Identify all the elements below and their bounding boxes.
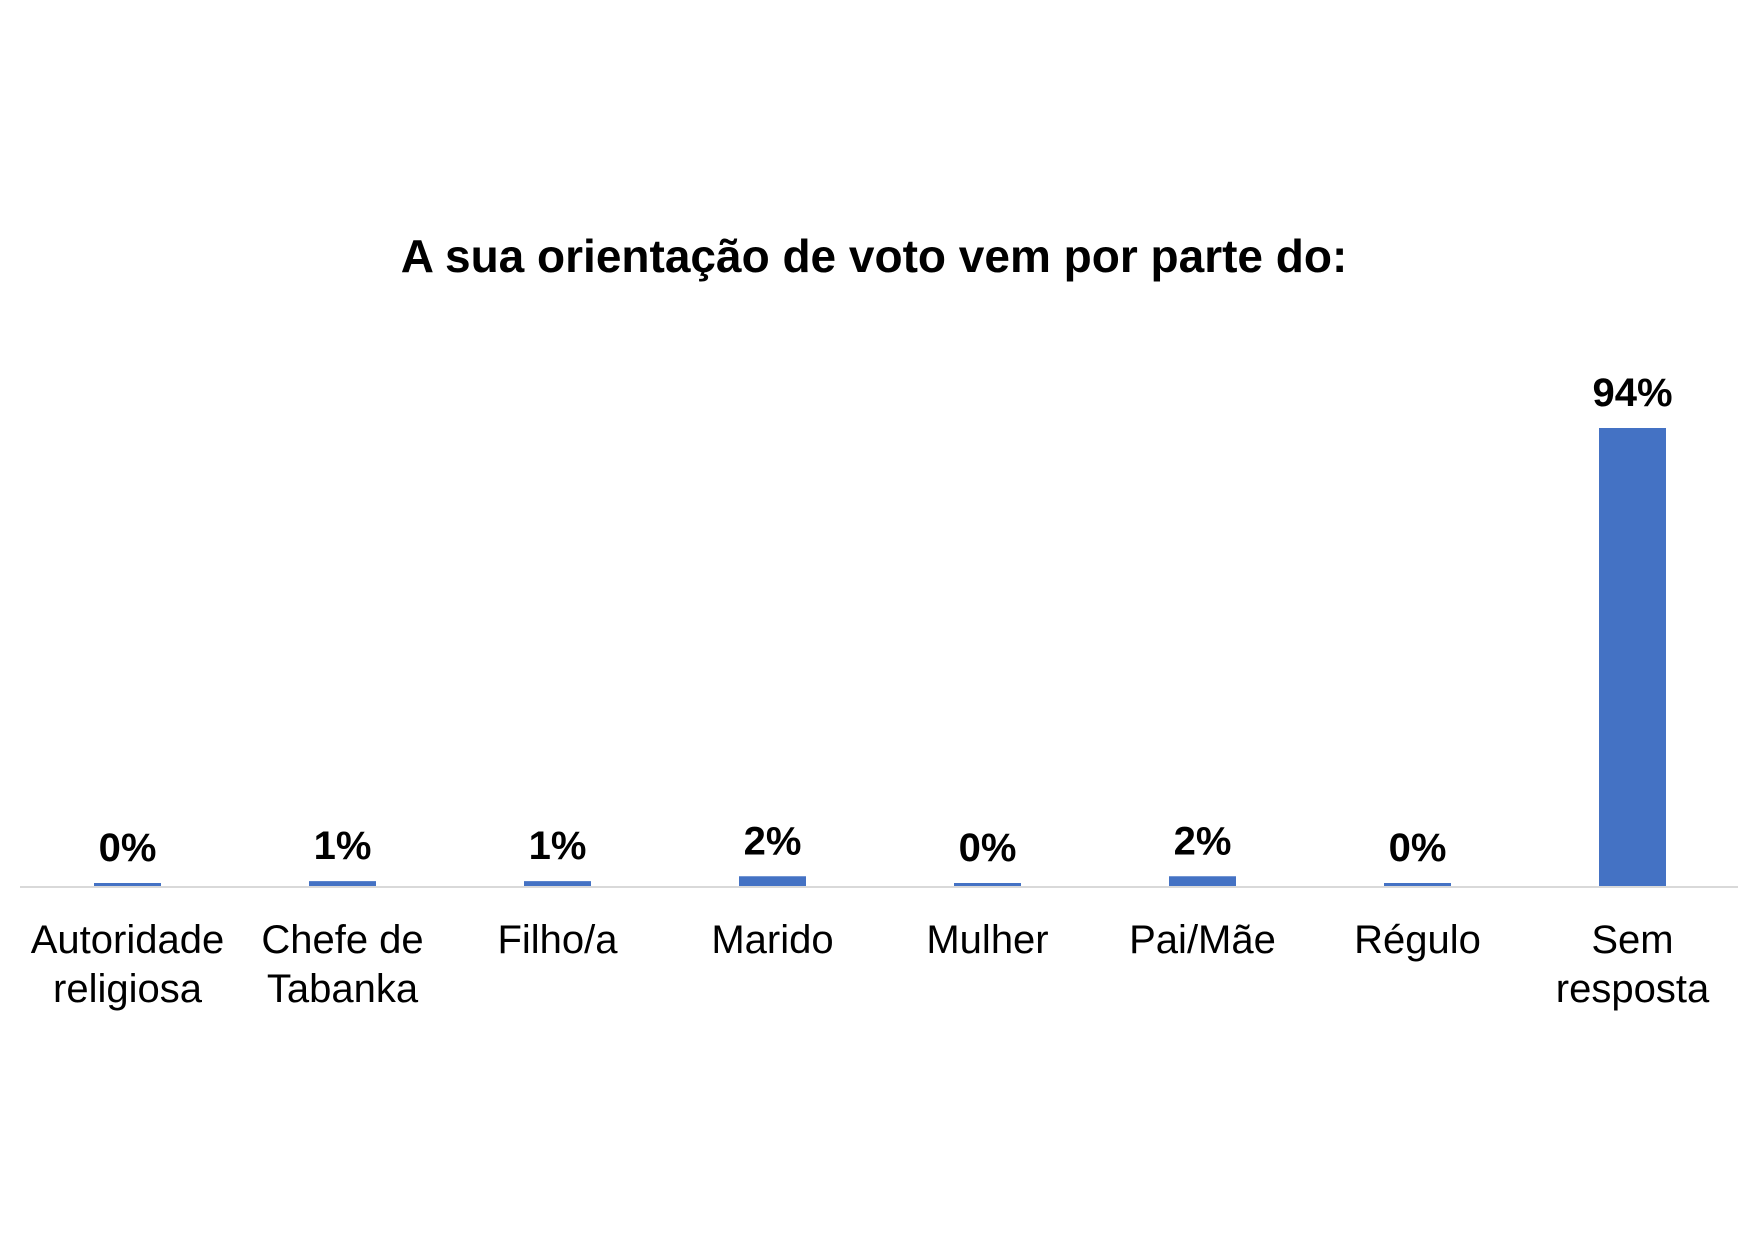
category-label: Pai/Mãe (1129, 918, 1276, 962)
category-label: Marido (711, 918, 833, 962)
bar (309, 881, 376, 886)
category-label: Autoridade (31, 918, 224, 962)
category-label: Chefe de (261, 918, 423, 962)
data-label: 1% (529, 824, 587, 868)
category-label: religiosa (53, 967, 203, 1011)
data-label: 0% (1389, 826, 1447, 870)
data-label: 94% (1592, 371, 1672, 415)
bar (954, 883, 1021, 886)
data-label: 2% (1174, 819, 1232, 863)
category-label: Tabanka (267, 967, 419, 1011)
bar (1169, 876, 1236, 886)
category-label: resposta (1556, 967, 1710, 1011)
category-label: Régulo (1354, 918, 1481, 962)
category-label: Mulher (926, 918, 1048, 962)
category-label: Sem (1591, 918, 1673, 962)
bar (1599, 428, 1666, 886)
bar (739, 876, 806, 886)
bar (524, 881, 591, 886)
data-label: 2% (744, 819, 802, 863)
chart-title: A sua orientação de voto vem por parte d… (401, 230, 1348, 282)
data-label: 0% (959, 826, 1017, 870)
data-label: 1% (314, 824, 372, 868)
category-label: Filho/a (497, 918, 618, 962)
data-label: 0% (99, 826, 157, 870)
bar (1384, 883, 1451, 886)
bar (94, 883, 161, 886)
